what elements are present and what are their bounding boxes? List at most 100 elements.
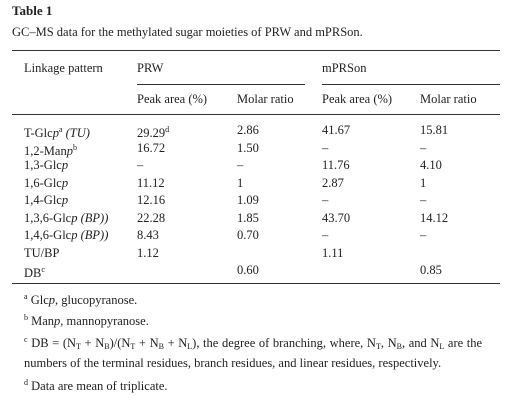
table-cell: 16.72 [137,141,165,155]
text-part: d [165,125,170,134]
text-part: 1,6-Glc [24,175,62,190]
text-part: – [420,228,427,242]
text-part: – [420,193,427,207]
text-part: , glucopyranose. [55,293,138,307]
text-part: 0.60 [237,263,259,277]
text-part: p (BP)) [71,210,109,225]
text-part: 0.85 [420,263,442,277]
text-part: 41.67 [322,123,351,137]
text-part: 22.28 [137,210,166,225]
table-cell: – [420,193,426,207]
text-part: 1,4-Glc [24,193,62,207]
text-part: 0.70 [237,228,259,242]
text-part: T-Glc [24,126,53,140]
table-cell: 11.12 [137,176,165,190]
header-linkage: Linkage pattern [24,61,103,75]
text-part: 1.12 [137,245,159,260]
row-label: 1,4-Glcp [24,193,68,207]
text-part: 1 [237,175,244,190]
table-cell: – [137,158,143,172]
text-part: ), the degree of branching, where, N [192,336,376,350]
footnote: b Manp, mannopyranose. [24,311,149,328]
text-part: – [322,228,329,242]
text-part: c [41,265,45,274]
text-part: 1.85 [237,210,259,225]
text-part: B [396,342,402,351]
text-part: , mannopyranose. [60,314,149,328]
table-cell: 12.16 [137,193,165,207]
table-cell: 15.81 [420,123,448,137]
text-part: B [158,342,164,351]
table-cell: 11.76 [322,158,350,172]
text-part: p [52,126,59,140]
column-header: Peak area (%) [137,92,208,106]
table-cell: 2.87 [322,176,344,190]
text-part: b [72,142,77,152]
table-cell: 43.70 [322,211,350,225]
text-part: p (BP)) [71,228,109,242]
table-cell: – [420,141,426,155]
group-rule [137,84,305,85]
text-part: Glc [30,293,49,307]
row-label: T-Glcpa (TU) [24,123,90,140]
table-cell: 1.11 [322,246,343,260]
table-cell: 14.12 [420,211,448,225]
text-part: , and N [401,336,440,350]
text-part: 8.43 [137,228,159,242]
table-cell: 22.28 [137,211,165,225]
column-header: Molar ratio [420,92,477,106]
text-part: TU/BP [24,245,60,260]
table-caption: GC–MS data for the methylated sugar moie… [12,25,363,39]
text-part: + N [163,336,188,350]
text-part: + N [135,336,159,350]
text-part: p [61,158,69,172]
footnote-mark: b [24,313,28,322]
table-cell: – [420,228,426,242]
table-cell: 1.50 [237,141,259,155]
header-group: mPRSon [322,61,367,75]
column-header: Molar ratio [237,92,294,106]
table-cell: 0.60 [237,263,259,277]
table-cell: – [322,141,328,155]
text-part: 1.50 [237,140,259,155]
text-part: 1,3,6-Glc [24,210,72,225]
footnote: c DB = (NT + NB)/(NT + NB + NL), the deg… [24,331,482,372]
table-cell: 1 [420,176,426,190]
table-cell: 2.86 [237,123,259,137]
footnote-mark: a [24,292,28,301]
text-part: 11.76 [322,158,350,172]
text-part: 16.72 [137,140,166,155]
text-part: L [187,342,193,351]
table-cell: – [322,228,328,242]
table-cell: 29.29d [137,123,169,140]
row-label: 1,6-Glcp [24,176,68,190]
text-part: 2.86 [237,123,259,137]
text-part: T [76,342,81,351]
text-part: – [322,193,329,207]
row-label: 1,2-Manpb [24,141,77,158]
text-part: 1,4,6-Glc [24,228,72,242]
row-label: TU/BP [24,246,59,260]
footnote-mark: d [24,378,28,387]
text-part: DB [24,266,42,280]
text-part: p [61,175,69,190]
text-part: 29.29 [137,126,166,140]
table-cell: 1.12 [137,246,159,260]
footnote: d Data are mean of triplicate. [24,376,168,393]
text-part: 14.12 [420,210,449,225]
table-title: Table 1 [12,3,53,18]
bottom-rule [12,283,500,284]
column-header: Peak area (%) [322,92,393,106]
text-part: 15.81 [420,123,449,137]
group-rule [322,84,500,85]
text-part: (TU) [62,126,90,140]
table-cell: 0.70 [237,228,259,242]
text-part: Man [31,314,55,328]
table-cell: 8.43 [137,228,159,242]
row-label: 1,4,6-Glcp (BP)) [24,228,108,242]
table-cell: – [237,158,243,172]
text-part: – [137,158,144,172]
row-label: 1,3-Glcp [24,158,68,172]
text-part: p [48,293,55,307]
